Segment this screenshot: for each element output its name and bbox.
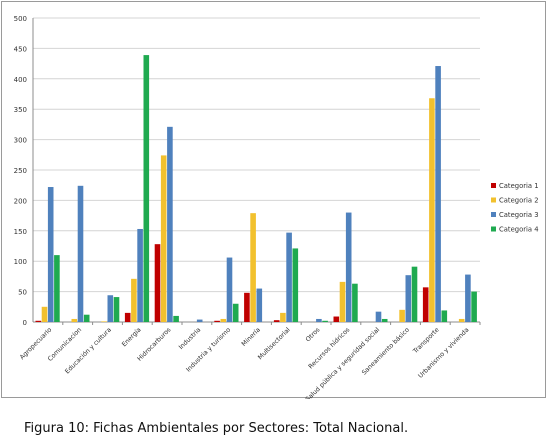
bar xyxy=(405,275,412,322)
bar xyxy=(435,66,441,322)
bar xyxy=(154,244,161,322)
bar xyxy=(137,228,143,322)
bar xyxy=(47,187,54,322)
x-tick-label: Otros xyxy=(305,326,322,343)
bar xyxy=(232,303,239,322)
bar xyxy=(143,55,150,322)
bar xyxy=(465,274,471,322)
y-tick-label: 50 xyxy=(18,289,27,297)
bar xyxy=(167,126,173,322)
bar xyxy=(244,292,250,322)
bar xyxy=(286,232,292,322)
bar xyxy=(160,155,167,322)
x-tick-label: Energía xyxy=(120,326,143,349)
bar xyxy=(54,255,60,322)
bar xyxy=(399,309,405,322)
bar xyxy=(77,185,84,322)
x-tick-label: Minería xyxy=(240,326,262,348)
bar xyxy=(422,287,429,322)
y-tick-label: 200 xyxy=(14,197,27,205)
x-tick-label: Transporte xyxy=(411,326,440,355)
bar xyxy=(101,321,107,322)
y-tick-label: 250 xyxy=(14,167,27,175)
y-tick-label: 300 xyxy=(14,137,27,145)
bar xyxy=(250,213,256,322)
bar xyxy=(273,320,280,322)
bar xyxy=(196,319,203,322)
bar xyxy=(345,212,352,322)
bar xyxy=(411,266,418,322)
bar xyxy=(107,295,114,322)
y-tick-label: 150 xyxy=(14,228,27,236)
bar xyxy=(214,320,220,322)
bar xyxy=(35,320,42,322)
bar xyxy=(83,314,90,322)
legend-swatch xyxy=(491,212,496,217)
legend: Categoria 1 Categoria 2 Categoria 3 Categor… xyxy=(491,182,539,234)
bars xyxy=(35,55,477,322)
x-tick-label: Urbanismo y vivienda xyxy=(417,326,470,379)
figure-caption: Figura 10: Fichas Ambientales por Sector… xyxy=(24,421,409,436)
legend-label: Categoria 2 xyxy=(499,197,539,205)
bar xyxy=(441,310,448,322)
bar xyxy=(429,98,435,322)
bar xyxy=(339,281,346,322)
bar xyxy=(71,318,78,322)
bar xyxy=(381,318,388,322)
bar-chart: 050100150200250300350400450500Agropecuar… xyxy=(14,15,539,399)
bar xyxy=(316,318,322,322)
y-tick-label: 400 xyxy=(14,76,27,84)
bar xyxy=(352,283,358,322)
legend-swatch xyxy=(491,197,496,203)
bar xyxy=(280,312,286,322)
x-tick-label: Saneamiento básico xyxy=(360,326,411,377)
x-tick-label: Industria xyxy=(178,326,203,351)
legend-label: Categoria 4 xyxy=(499,226,539,234)
legend-swatch xyxy=(491,226,496,232)
bar xyxy=(41,306,48,322)
y-tick-label: 350 xyxy=(14,106,27,114)
bar xyxy=(256,288,263,322)
bar xyxy=(131,278,137,322)
y-tick-label: 100 xyxy=(14,258,27,266)
bar xyxy=(471,291,477,322)
bar xyxy=(226,257,233,322)
bar xyxy=(113,297,120,322)
bar xyxy=(458,318,465,322)
x-tick-label: Multisectorial xyxy=(257,326,292,361)
y-tick-label: 500 xyxy=(14,15,27,23)
bar xyxy=(173,315,179,322)
legend-swatch xyxy=(491,183,496,188)
legend-label: Categoria 1 xyxy=(499,182,539,190)
bar xyxy=(375,311,382,322)
bar xyxy=(220,318,227,322)
gridlines xyxy=(33,17,480,323)
legend-label: Categoria 3 xyxy=(499,211,539,219)
bar xyxy=(292,248,299,322)
chart-frame: 0 50 100 150 200 250 300 350 400 450 500 Agropecuar… xyxy=(1,1,546,399)
bar xyxy=(333,316,340,322)
bar xyxy=(322,320,328,322)
bar xyxy=(124,312,131,322)
y-tick-label: 0 xyxy=(23,319,27,327)
y-tick-label: 450 xyxy=(14,45,27,53)
